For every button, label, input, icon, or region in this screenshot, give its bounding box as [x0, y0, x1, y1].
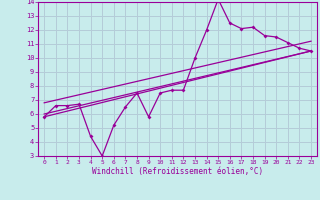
X-axis label: Windchill (Refroidissement éolien,°C): Windchill (Refroidissement éolien,°C)	[92, 167, 263, 176]
